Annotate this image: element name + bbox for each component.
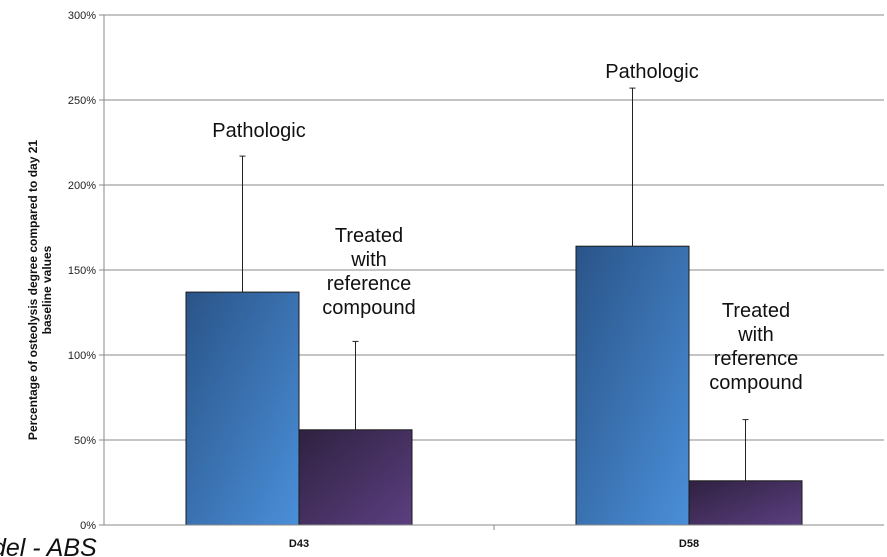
bar-annotation: Treated with reference compound xyxy=(322,225,415,319)
y-tick-label: 150% xyxy=(68,265,96,277)
axes xyxy=(103,15,884,530)
annotation-line: reference xyxy=(327,273,412,295)
y-tick-label: 100% xyxy=(68,350,96,362)
annotation-line: with xyxy=(737,324,774,346)
annotation-line: with xyxy=(350,249,387,271)
y-axis-label: Percentage of osteolysis degree compared… xyxy=(26,140,54,440)
y-tick-labels: 0% 50% 100% 150% 200% 250% 300% xyxy=(68,10,96,532)
bar xyxy=(298,429,413,526)
bars xyxy=(185,245,803,526)
bar-annotation: Pathologic xyxy=(212,120,305,142)
annotation-line: Pathologic xyxy=(212,120,305,142)
y-tick-label: 300% xyxy=(68,10,96,22)
corner-text: del - ABS xyxy=(0,534,97,557)
annotation-line: Treated xyxy=(722,300,790,322)
annotation-line: Treated xyxy=(335,225,403,247)
annotation-line: compound xyxy=(322,297,415,319)
annotation-line: Pathologic xyxy=(605,61,698,83)
annotation-line: reference xyxy=(714,348,799,370)
bar xyxy=(185,291,300,526)
bar xyxy=(688,480,803,526)
y-tick-label: 50% xyxy=(74,435,96,447)
x-tick-labels: D43 D58 xyxy=(289,538,699,550)
x-tick-label: D43 xyxy=(289,538,309,550)
bar xyxy=(575,245,690,526)
y-tick-label: 250% xyxy=(68,95,96,107)
y-tick-label: 0% xyxy=(80,520,96,532)
bar-annotation: Pathologic xyxy=(605,61,698,83)
annotation-line: compound xyxy=(709,372,802,394)
x-tick-label: D58 xyxy=(679,538,699,550)
error-bars xyxy=(239,87,749,481)
y-tick-label: 200% xyxy=(68,180,96,192)
bar-annotation: Treated with reference compound xyxy=(709,300,802,394)
